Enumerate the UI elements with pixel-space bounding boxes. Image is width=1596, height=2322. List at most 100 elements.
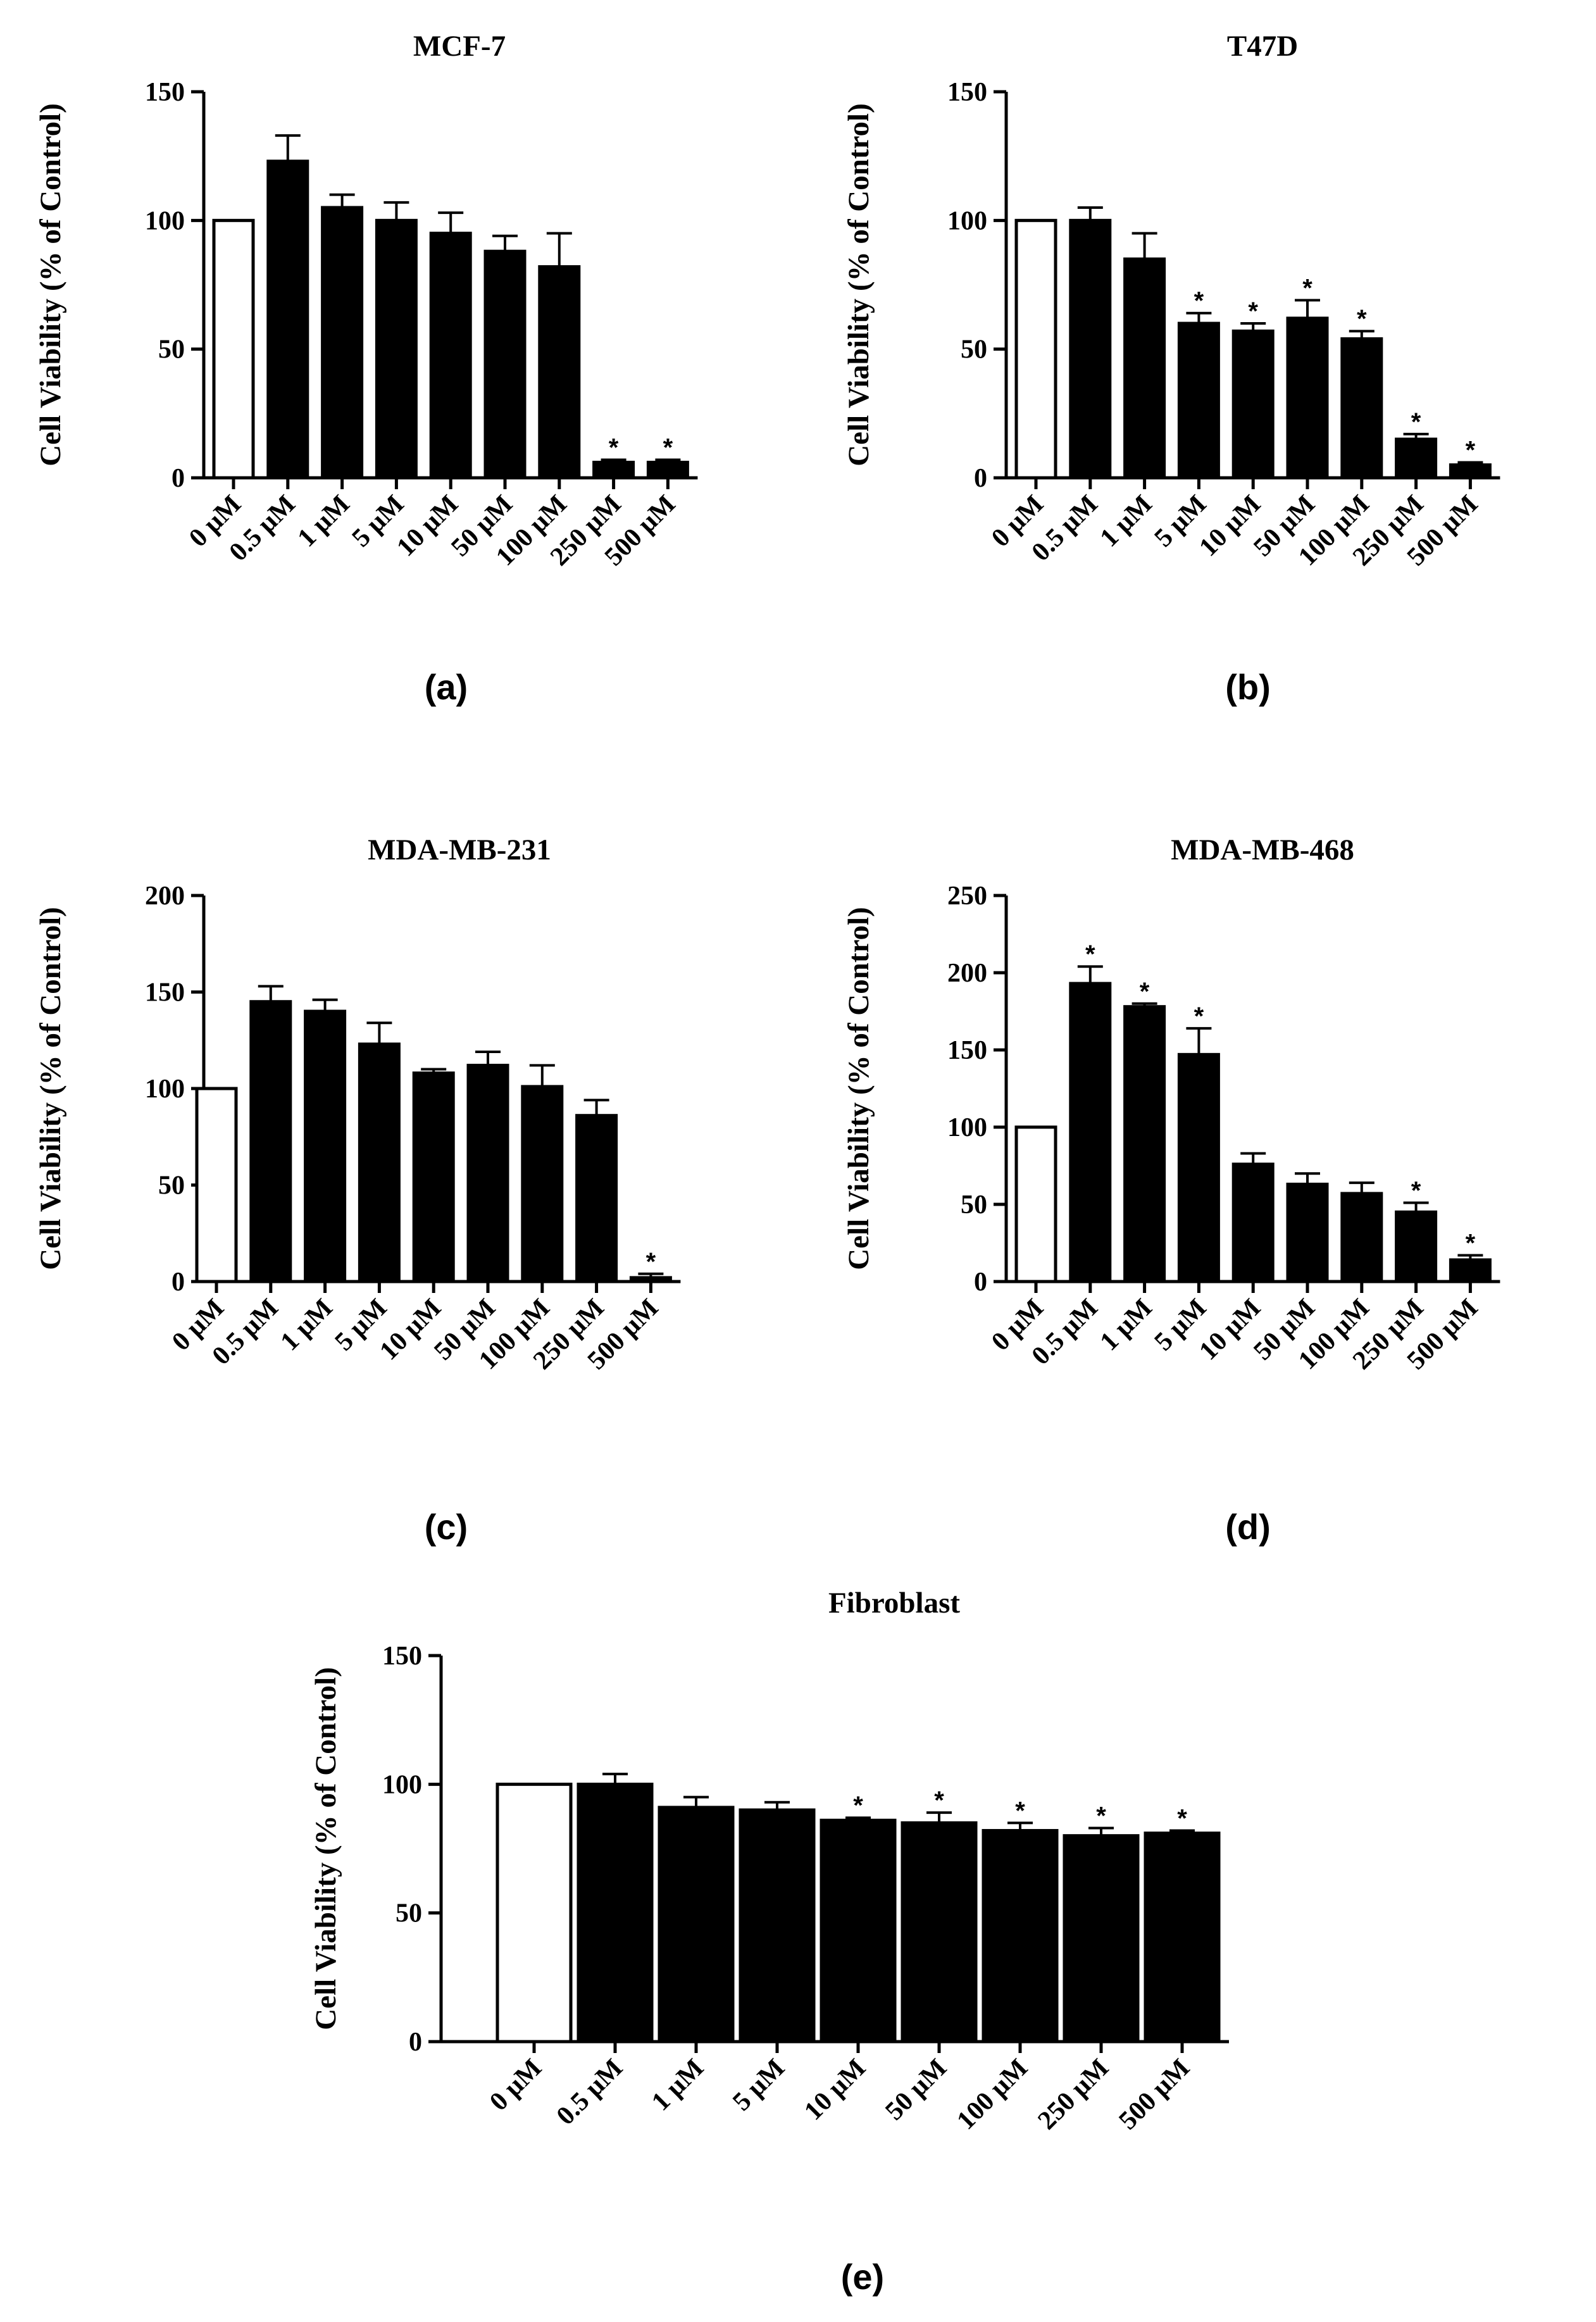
significance-star: * [1177,1805,1187,1833]
y-axis-label: Cell Viability (% of Control) [34,907,67,1270]
bar [195,1087,238,1283]
bar [577,1782,654,2044]
y-tick-label: 100 [145,1075,185,1104]
chart-panel: T47D Cell Viability (% of Control) 0 50 100 1… [842,30,1500,707]
chart-panel: MCF-7 Cell Viability (% of Control) 0 50 100… [34,30,698,707]
bar [1231,329,1275,480]
bar [496,1782,573,2044]
y-tick-label: 250 [947,882,987,911]
bar [375,218,418,480]
y-tick-label: 100 [947,206,987,235]
y-tick-label: 150 [382,1642,422,1671]
significance-star: * [646,1248,656,1276]
bar [1395,1210,1438,1283]
x-tick-label: 100 µM [951,2054,1033,2136]
bar [1014,218,1057,480]
chart-title: MDA-MB-231 [368,833,551,866]
chart-title: MDA-MB-468 [1171,833,1354,866]
bar [538,265,581,480]
bar [483,249,527,480]
bar [412,1071,455,1283]
bar [1177,321,1220,480]
bar [1063,1834,1140,2044]
bar [739,1808,816,2044]
significance-star: * [1248,297,1258,325]
significance-star: * [1302,274,1312,302]
bar [1231,1163,1275,1283]
bar [266,159,309,480]
y-tick-label: 100 [947,1113,987,1142]
bar [1286,1182,1329,1283]
y-tick-label: 100 [145,206,185,235]
bar [1286,316,1329,480]
y-tick-label: 0 [171,1268,185,1297]
y-axis-label: Cell Viability (% of Control) [309,1667,342,2030]
bar [1069,218,1112,480]
bar [521,1085,564,1283]
y-tick-label: 0 [974,464,987,493]
significance-star: * [1411,408,1421,436]
x-tick-label: 0 µM [484,2054,547,2117]
panel-letter: (c) [425,1507,468,1547]
bar [249,1000,292,1283]
bar [1449,1258,1492,1283]
bar [358,1042,401,1283]
bar [1144,1832,1221,2044]
significance-star: * [1015,1797,1025,1825]
x-tick-label: 10 µM [391,490,464,563]
bar [1449,463,1492,480]
bar [1177,1052,1220,1283]
bar [212,218,255,480]
chart-panel: Fibroblast Cell Viability (% of Control) 0… [309,1587,1229,2297]
bar [1340,1192,1383,1283]
chart-panel: MDA-MB-468 Cell Viability (% of Control) 0… [842,833,1500,1547]
bar [629,1276,672,1283]
significance-star: * [663,434,673,462]
y-tick-label: 0 [171,464,185,493]
y-axis-label: Cell Viability (% of Control) [842,907,875,1270]
significance-star: * [1085,940,1095,968]
bar [1123,257,1166,480]
bar [982,1829,1059,2044]
y-tick-label: 0 [409,2028,422,2057]
panel-letter: (b) [1225,667,1271,707]
significance-star: * [1411,1177,1421,1205]
chart-panel: MDA-MB-231 Cell Viability (% of Control) 0… [34,833,681,1547]
bar [466,1063,509,1283]
bar [1014,1125,1057,1283]
y-tick-label: 200 [145,882,185,911]
significance-star: * [1140,978,1150,1006]
bar [901,1821,978,2044]
x-tick-label: 1 µM [1095,1294,1158,1357]
bar [1069,982,1112,1283]
y-tick-label: 150 [947,1036,987,1065]
bar [658,1806,735,2044]
bar [592,461,635,480]
panel-letter: (a) [425,667,468,707]
significance-star: * [1466,1230,1476,1258]
bar [1123,1005,1166,1283]
y-tick-label: 150 [947,78,987,107]
y-tick-label: 100 [382,1770,422,1799]
x-tick-label: 1 µM [292,490,356,553]
panel-letter: (e) [841,2257,884,2297]
x-tick-label: 10 µM [374,1294,447,1366]
x-tick-label: 1 µM [1095,490,1158,553]
x-tick-label: 10 µM [1194,490,1266,563]
chart-title: T47D [1227,30,1298,63]
significance-star: * [609,434,619,462]
x-tick-label: 10 µM [1194,1294,1266,1366]
bar [820,1818,897,2044]
bar [304,1009,347,1283]
y-tick-label: 50 [158,1171,185,1201]
bar [575,1114,618,1283]
x-tick-label: 1 µM [646,2054,709,2117]
bar [1340,337,1383,480]
y-tick-label: 50 [158,335,185,365]
significance-star: * [1194,287,1204,315]
significance-star: * [1096,1802,1106,1830]
x-tick-label: 500 µM [1113,2054,1195,2136]
panel-letter: (d) [1225,1507,1271,1547]
chart-title: MCF-7 [413,30,506,63]
